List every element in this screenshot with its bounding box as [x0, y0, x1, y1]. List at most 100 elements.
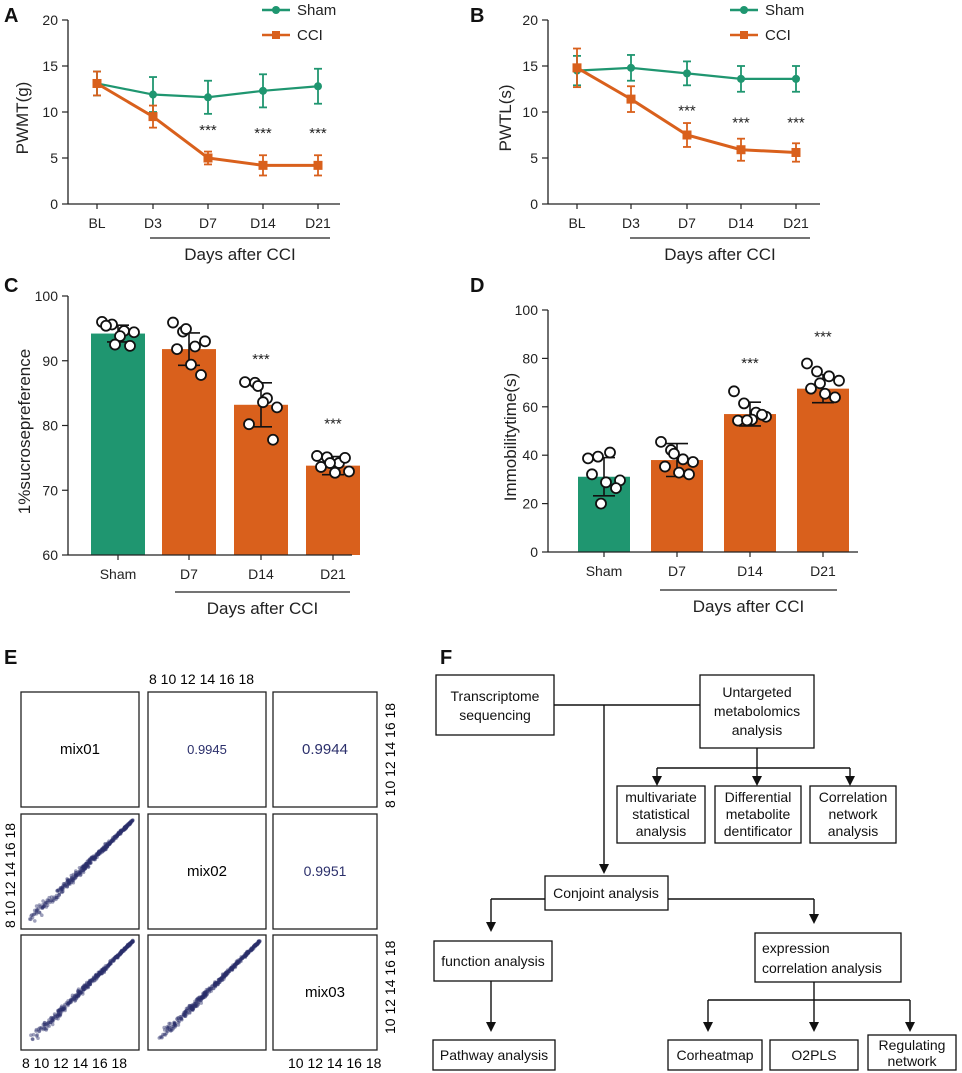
significance-marker: ***	[309, 125, 327, 142]
scatter-point	[117, 831, 121, 836]
scatter-point	[91, 856, 96, 861]
scatter-point	[116, 831, 121, 835]
scatter-point	[93, 857, 97, 862]
scatter-point	[84, 983, 88, 987]
scatter-point	[129, 820, 134, 824]
matrix-cell	[147, 934, 267, 1051]
scatter-point	[88, 980, 93, 984]
scatter-point	[128, 821, 132, 825]
scatter-point	[91, 854, 96, 858]
scatter-point	[183, 1009, 187, 1014]
scatter-point	[229, 967, 234, 972]
scatter-point	[118, 951, 123, 956]
scatter-point	[215, 981, 220, 985]
scatter-point	[189, 1005, 194, 1009]
scatter-point	[253, 942, 258, 947]
scatter-point	[119, 830, 123, 834]
scatter-point	[77, 993, 81, 997]
scatter-point	[111, 838, 116, 842]
scatter-point	[96, 852, 100, 856]
scatter-point	[196, 1001, 201, 1005]
scatter-point	[123, 825, 128, 830]
scatter-point	[94, 853, 99, 858]
scatter-point	[116, 832, 120, 836]
scatter-point	[93, 976, 97, 981]
scatter-point	[73, 993, 77, 998]
scatter-point	[41, 1022, 46, 1027]
scatter-point	[73, 874, 77, 878]
scatter-point	[247, 950, 251, 955]
scatter-point	[120, 949, 125, 954]
scatter-point	[107, 839, 111, 843]
matrix-cell	[147, 813, 267, 930]
scatter-point	[191, 1007, 195, 1011]
scatter-point	[90, 978, 94, 982]
scatter-point	[212, 983, 217, 987]
scatter-point	[119, 829, 124, 834]
scatter-point	[67, 881, 71, 886]
scatter-point	[223, 973, 228, 978]
box-function: function analysis	[433, 940, 553, 982]
scatter-point	[81, 992, 85, 996]
scatter-point	[219, 976, 224, 980]
scatter-point	[181, 1012, 186, 1017]
scatter-point	[131, 938, 135, 943]
scatter-point	[235, 961, 239, 966]
scatter-point	[192, 1001, 197, 1006]
data-point-sham	[627, 63, 635, 72]
scatter-point	[32, 912, 36, 917]
scatter-point	[222, 974, 227, 978]
scatter-point	[84, 984, 88, 989]
individual-data-point	[819, 387, 831, 400]
scatter-point	[40, 906, 45, 910]
individual-data-point	[814, 377, 826, 390]
scatter-point	[118, 831, 123, 835]
legend-cci-marker	[740, 31, 748, 39]
scatter-point	[107, 963, 111, 967]
scatter-point	[173, 1024, 178, 1028]
scatter-point	[119, 949, 124, 954]
scatter-point	[195, 999, 199, 1003]
scatter-point	[197, 995, 202, 999]
scatter-point	[59, 1008, 63, 1012]
scatter-point	[69, 873, 74, 878]
scatter-point	[160, 1034, 164, 1039]
scatter-point	[130, 940, 135, 945]
scatter-point	[91, 976, 96, 980]
scatter-point	[85, 982, 89, 986]
scatter-point	[119, 831, 123, 835]
scatter-point	[80, 868, 84, 873]
scatter-point	[122, 946, 127, 951]
scatter-point	[126, 822, 130, 827]
individual-data-point	[801, 357, 813, 370]
scatter-point	[165, 1025, 169, 1029]
scatter-point	[254, 943, 258, 948]
scatter-point	[79, 869, 83, 873]
scatter-point	[252, 944, 256, 949]
scatter-point	[111, 958, 116, 962]
scatter-point	[120, 949, 125, 953]
scatter-point	[83, 863, 87, 867]
scatter-point	[116, 955, 120, 960]
scatter-point	[89, 978, 93, 982]
scatter-point	[215, 981, 219, 985]
scatter-point	[116, 830, 121, 835]
scatter-point	[203, 991, 207, 995]
scatter-point	[127, 942, 131, 947]
scatter-point	[46, 898, 51, 903]
scatter-point	[103, 842, 107, 846]
scatter-point	[196, 1002, 201, 1007]
scatter-point	[84, 861, 89, 866]
scatter-point	[75, 994, 79, 998]
scatter-point	[88, 982, 93, 987]
scatter-point	[114, 834, 119, 838]
scatter-point	[100, 970, 105, 974]
scatter-point	[222, 973, 227, 977]
scatter-point	[222, 975, 227, 980]
scatter-point	[105, 844, 110, 849]
individual-data-point	[687, 456, 699, 468]
scatter-point	[46, 1023, 50, 1028]
scatter-point	[58, 1007, 62, 1012]
scatter-point	[97, 972, 101, 977]
scatter-point	[128, 941, 133, 945]
